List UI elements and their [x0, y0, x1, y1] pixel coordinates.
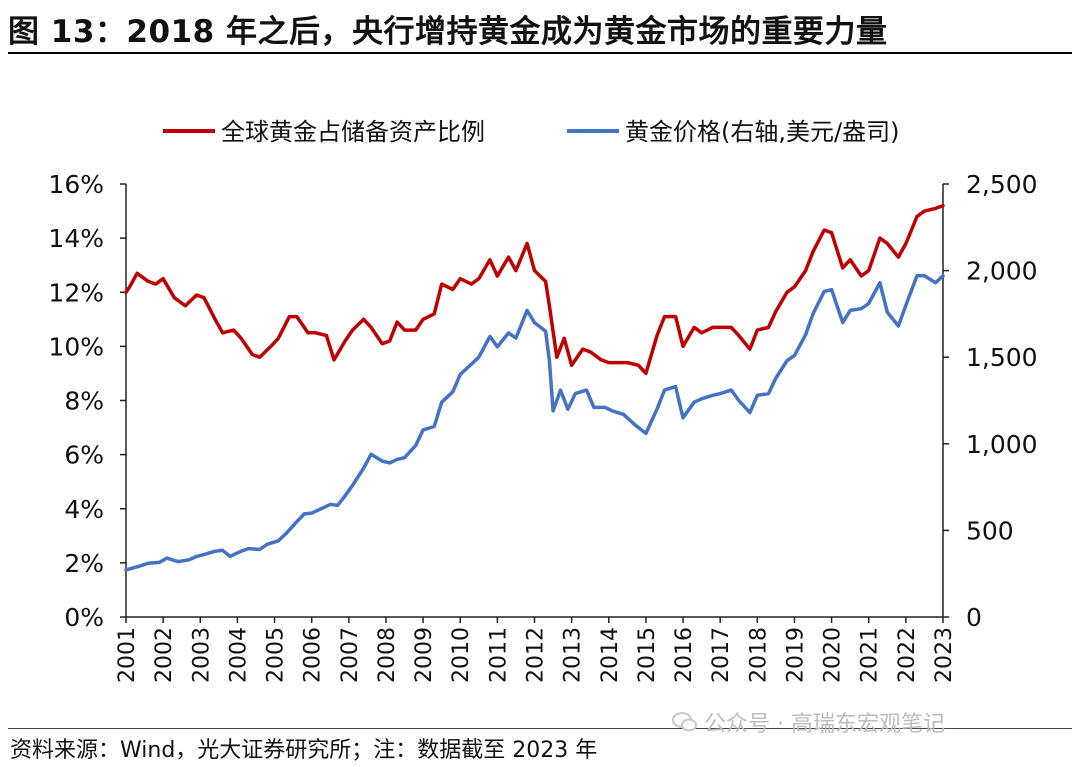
- x-tick-label: 2020: [821, 627, 846, 683]
- y-left-tick-label: 14%: [48, 224, 104, 253]
- y-right-tick-label: 0: [966, 603, 982, 632]
- y-left-tick-label: 2%: [64, 549, 104, 578]
- y-right-tick-label: 500: [966, 516, 1014, 545]
- x-tick-label: 2013: [561, 627, 586, 683]
- footer-rule: [8, 728, 1072, 729]
- x-tick-label: 2018: [746, 627, 771, 683]
- x-tick-label: 2012: [524, 627, 549, 683]
- x-tick-label: 2006: [301, 627, 326, 683]
- x-tick-label: 2022: [895, 627, 920, 683]
- x-tick-label: 2003: [189, 627, 214, 683]
- y-left-tick-label: 0%: [64, 603, 104, 632]
- x-tick-label: 2011: [486, 627, 511, 683]
- x-tick-label: 2004: [226, 627, 251, 683]
- y-right-tick-label: 2,500: [966, 170, 1038, 199]
- x-tick-label: 2008: [375, 627, 400, 683]
- x-tick-label: 2010: [449, 627, 474, 683]
- y-left-tick-label: 4%: [64, 495, 104, 524]
- y-left-tick-label: 10%: [48, 332, 104, 361]
- x-tick-label: 2007: [338, 627, 363, 683]
- wechat-icon: [672, 712, 697, 732]
- page-title: 图 13：2018 年之后，央行增持黄金成为黄金市场的重要力量: [8, 14, 888, 50]
- series-line-1: [124, 203, 945, 376]
- legend-label-1: 全球黄金占储备资产比例: [221, 118, 485, 146]
- series-line-2: [124, 274, 945, 572]
- y-right-tick-label: 2,000: [966, 257, 1038, 286]
- x-tick-label: 2017: [709, 627, 734, 683]
- y-left-tick-label: 16%: [48, 170, 104, 199]
- y-left-tick-label: 12%: [48, 278, 104, 307]
- x-tick-label: 2001: [115, 627, 140, 683]
- legend-label-2: 黄金价格(右轴,美元/盎司): [625, 118, 899, 146]
- x-tick-label: 2014: [598, 627, 623, 683]
- x-tick-label: 2023: [932, 627, 957, 683]
- y-left-tick-label: 6%: [64, 441, 104, 470]
- x-tick-label: 2005: [264, 627, 289, 683]
- line-chart: 0% 2% 4% 6% 8% 10% 12% 14% 16% 0 500 1,000 1,500 2,00…: [48, 118, 1038, 683]
- y-right-tick-label: 1,000: [966, 430, 1038, 459]
- x-tick-label: 2009: [412, 627, 437, 683]
- watermark: 公众号 · 高瑞东宏观笔记: [672, 706, 945, 738]
- x-tick-label: 2021: [858, 627, 883, 683]
- y-right-tick-label: 1,500: [966, 343, 1038, 372]
- x-tick-label: 2016: [672, 627, 697, 683]
- x-tick-label: 2015: [635, 627, 660, 683]
- x-tick-label: 2019: [783, 627, 808, 683]
- source-note: 资料来源：Wind，光大证券研究所；注：数据截至 2023 年: [10, 738, 598, 763]
- y-left-tick-label: 8%: [64, 387, 104, 416]
- x-tick-label: 2002: [152, 627, 177, 683]
- watermark-text: 公众号 · 高瑞东宏观笔记: [704, 712, 945, 737]
- title-rule: [8, 52, 1072, 54]
